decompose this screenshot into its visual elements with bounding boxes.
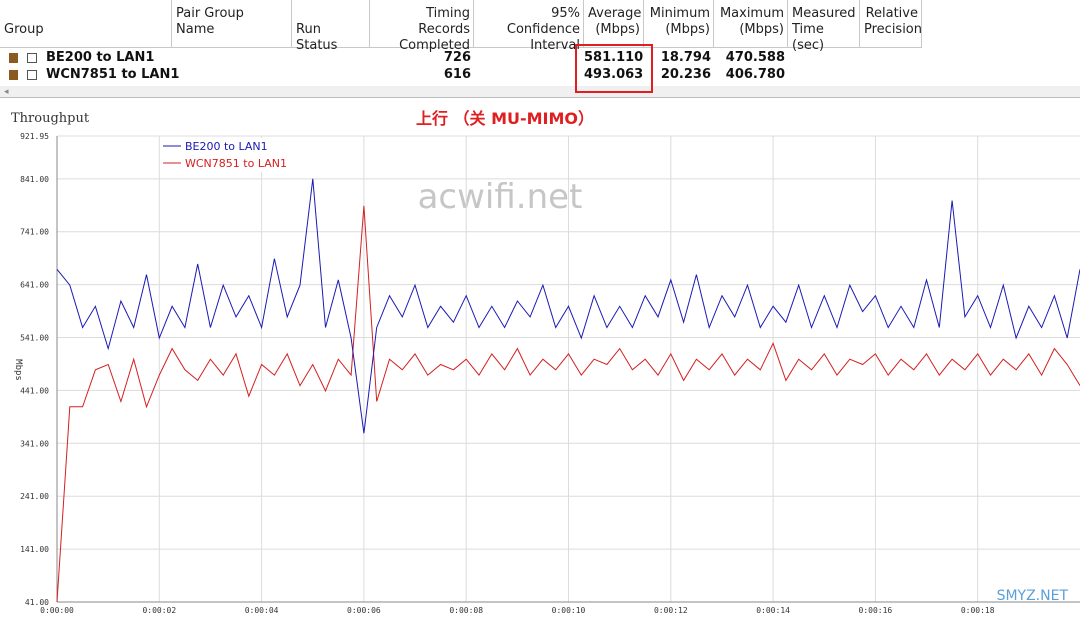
y-tick-label: 841.00 xyxy=(20,175,49,184)
column-header[interactable]: Maximum (Mbps) xyxy=(714,0,788,48)
x-tick-label: 0:00:02 xyxy=(142,606,176,615)
series-line xyxy=(56,178,1080,434)
cell-minimum: 18.794 xyxy=(660,50,711,65)
header-text: Time (sec) xyxy=(792,22,825,53)
header-text: Completed xyxy=(399,38,470,53)
header-text: Precision xyxy=(864,22,923,37)
y-tick-label: 741.00 xyxy=(20,228,49,237)
legend-label: WCN7851 to LAN1 xyxy=(185,157,287,170)
header-text: Interval xyxy=(530,38,580,53)
header-text: Average xyxy=(588,6,642,21)
x-tick-label: 0:00:10 xyxy=(552,606,586,615)
chart-title: Throughput xyxy=(11,111,90,126)
chart: Throughput 上行 （关 MU-MIMO） acwifi.net Mbp… xyxy=(0,100,1080,617)
y-axis-label: Mbps xyxy=(13,359,23,381)
x-tick-label: 0:00:06 xyxy=(347,606,381,615)
column-header[interactable]: Average (Mbps) xyxy=(584,0,644,48)
y-tick-label: 141.00 xyxy=(20,545,49,554)
header-text: (Mbps) xyxy=(739,22,784,37)
header-text: Group xyxy=(4,22,44,37)
y-tick-label: 41.00 xyxy=(25,598,49,607)
header-text: Name xyxy=(176,22,215,37)
y-tick-label: 341.00 xyxy=(20,439,49,448)
row-icon xyxy=(9,53,18,63)
chart-panel xyxy=(0,100,1080,617)
highlight-box xyxy=(575,44,653,93)
corner-watermark: SMYZ.NET xyxy=(997,588,1069,604)
watermark: acwifi.net xyxy=(418,177,583,217)
column-header[interactable]: Group xyxy=(0,0,172,48)
y-tick-label: 441.00 xyxy=(20,386,49,395)
annotation: 上行 （关 MU-MIMO） xyxy=(416,109,594,128)
cell-group: WCN7851 to LAN1 xyxy=(46,67,180,82)
header-text: Maximum xyxy=(719,6,784,21)
x-tick-label: 0:00:16 xyxy=(859,606,893,615)
column-header[interactable]: Relative Precision xyxy=(860,0,922,48)
cell-records: 616 xyxy=(443,67,471,82)
column-header[interactable]: Timing Records Completed xyxy=(370,0,474,53)
x-tick-label: 0:00:00 xyxy=(40,606,74,615)
y-tick-label: 921.95 xyxy=(20,132,49,141)
column-header[interactable]: Measured Time (sec) xyxy=(788,0,860,53)
expand-icon[interactable] xyxy=(27,53,37,63)
header-text: Run Status xyxy=(296,22,338,53)
header-text: (Mbps) xyxy=(595,22,640,37)
x-tick-label: 0:00:12 xyxy=(654,606,688,615)
cell-maximum: 470.588 xyxy=(725,50,785,65)
cell-records: 726 xyxy=(443,50,471,65)
legend-bg xyxy=(160,138,310,172)
header-text: (Mbps) xyxy=(665,22,710,37)
header-text: 95% Confidence xyxy=(506,6,580,37)
column-header[interactable]: Pair Group Name xyxy=(172,0,292,48)
scrollbar: ◂ xyxy=(0,86,1080,98)
header-text: Timing Records xyxy=(418,6,470,37)
cell-maximum: 406.780 xyxy=(725,67,785,82)
cell-minimum: 20.236 xyxy=(660,67,711,82)
column-header[interactable]: 95% Confidence Interval xyxy=(474,0,584,53)
header-text: Minimum xyxy=(649,6,710,21)
header-text: Relative xyxy=(865,6,918,21)
x-tick-label: 0:00:18 xyxy=(961,606,995,615)
column-header[interactable]: Run Status xyxy=(292,0,370,53)
header-text: Measured xyxy=(792,6,856,21)
y-tick-label: 541.00 xyxy=(20,334,49,343)
series-line xyxy=(56,205,1080,603)
x-tick-label: 0:00:14 xyxy=(756,606,790,615)
expand-icon[interactable] xyxy=(27,70,37,80)
y-tick-label: 241.00 xyxy=(20,492,49,501)
cell-average: 493.063 xyxy=(584,67,644,82)
row-icon xyxy=(9,70,18,80)
column-header[interactable]: Minimum (Mbps) xyxy=(644,0,714,48)
header-text: Pair Group xyxy=(176,6,244,21)
x-tick-label: 0:00:04 xyxy=(245,606,279,615)
y-tick-label: 641.00 xyxy=(20,281,49,290)
cell-average: 581.110 xyxy=(584,50,644,65)
cell-group: BE200 to LAN1 xyxy=(46,50,155,65)
x-tick-label: 0:00:08 xyxy=(449,606,483,615)
legend-label: BE200 to LAN1 xyxy=(185,140,268,153)
